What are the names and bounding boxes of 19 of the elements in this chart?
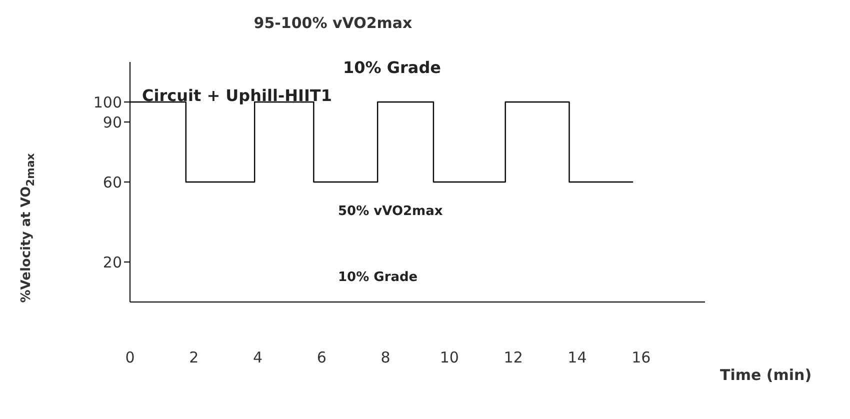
x-tick-label: 12	[504, 348, 523, 367]
annotation: 10% Grade	[338, 270, 418, 285]
x-tick-label: 6	[316, 348, 326, 367]
x-tick-label: 2	[189, 348, 199, 367]
x-tick-label: 4	[253, 348, 263, 367]
y-tick-label: 100	[93, 93, 122, 112]
x-tick-label: 16	[632, 348, 651, 367]
annotation: Circuit + Uphill-HIIT1	[142, 86, 332, 105]
x-tick-label: 10	[440, 348, 459, 367]
y-tick-label: 60	[102, 173, 122, 192]
x-axis-title: Time (min)	[720, 366, 812, 384]
chart-title: 95-100% vVO2max	[252, 14, 414, 32]
x-tick-label: 8	[380, 348, 390, 367]
annotation: 10% Grade	[343, 58, 441, 77]
x-tick-label: 14	[568, 348, 587, 367]
y-tick-label: 90	[102, 113, 122, 132]
annotation: 50% vVO2max	[338, 204, 443, 219]
y-tick-label: 20	[102, 253, 122, 272]
x-tick-label: 0	[125, 348, 135, 367]
